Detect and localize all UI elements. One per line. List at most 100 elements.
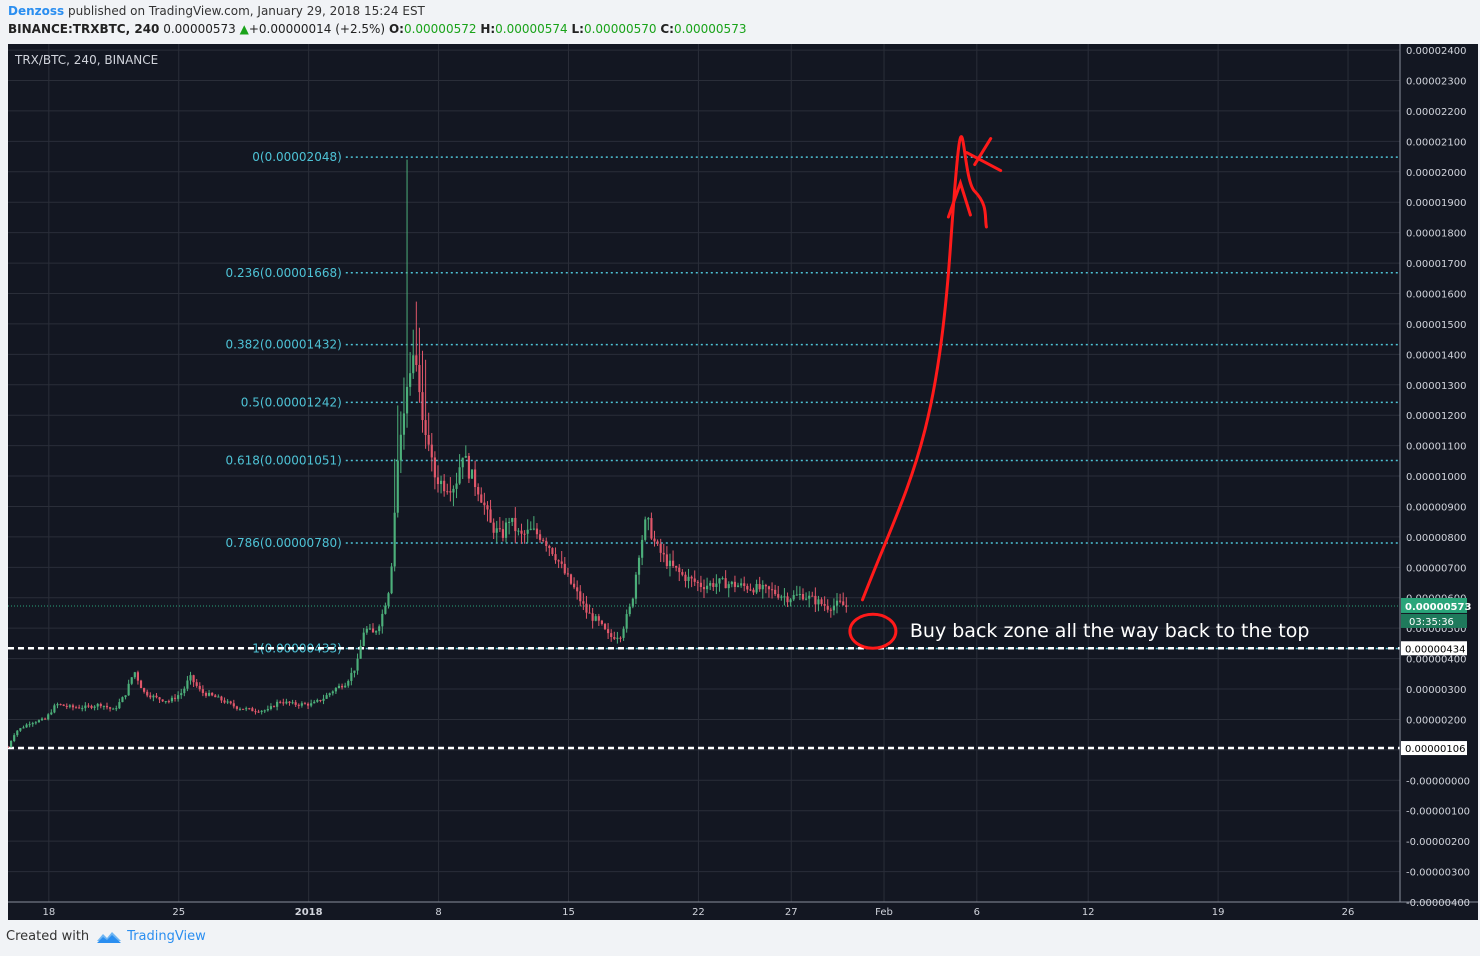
candle-body — [656, 541, 659, 544]
candle-body — [566, 573, 569, 575]
candle-body — [520, 530, 523, 534]
candle-body — [347, 680, 350, 686]
fib-level-label: 0.382(0.00001432) — [226, 338, 342, 352]
candle-body — [727, 584, 730, 589]
annotation-layer: Buy back zone all the way back to the to… — [848, 135, 1309, 650]
candle-body — [619, 637, 622, 639]
candle-body — [455, 483, 458, 489]
dashed-level-label: 0.00000106 — [1405, 744, 1465, 755]
y-tick-label: 0.00001800 — [1406, 229, 1466, 240]
candle-body — [529, 528, 532, 530]
candle-body — [628, 606, 631, 615]
created-with-text: Created with — [6, 929, 90, 944]
candle-body — [118, 702, 121, 709]
candle-body — [613, 636, 616, 639]
open-label: O: — [388, 22, 404, 36]
x-tick-label: 27 — [785, 907, 798, 918]
author-link[interactable]: Denzoss — [8, 4, 65, 18]
candle-body — [96, 703, 99, 707]
candle-body — [300, 703, 303, 706]
candle-body — [204, 692, 208, 696]
current-price-label: 0.00000573 — [1405, 602, 1471, 613]
candle-body — [337, 685, 341, 689]
y-tick-label: 0.00002300 — [1406, 77, 1466, 88]
candle-body — [798, 594, 801, 596]
candle-body — [746, 585, 749, 590]
candle-body — [238, 708, 242, 710]
candle-body — [647, 518, 650, 520]
y-tick-label: 0.00001100 — [1406, 442, 1466, 453]
candle-body — [282, 702, 285, 704]
candle-body — [492, 522, 495, 533]
countdown-badge — [1401, 613, 1467, 628]
candlestick-chart[interactable]: 0(0.00002048) 0.236(0.00001668) 0.382(0.00… — [8, 44, 1478, 920]
candle-body — [47, 714, 50, 720]
candle-body — [124, 695, 127, 698]
candle-body — [576, 587, 579, 592]
dashed-level-badge — [1401, 741, 1467, 756]
candle-body — [486, 505, 489, 510]
tradingview-link[interactable]: TradingView — [127, 929, 206, 944]
candle-body — [650, 518, 653, 539]
candle-body — [31, 723, 34, 725]
y-tick-label: 0.00001200 — [1406, 411, 1466, 422]
axis-layer: 0.00002400 0.00002300 0.00002200 0.00002100… — [8, 44, 1478, 920]
candle-body — [554, 554, 557, 561]
chart-area[interactable]: 0(0.00002048) 0.236(0.00001668) 0.382(0.00… — [8, 44, 1478, 920]
candle-body — [266, 708, 269, 711]
candle-body — [272, 706, 276, 708]
candle-body — [653, 538, 656, 542]
candle-body — [223, 700, 226, 703]
candle-body — [146, 691, 149, 696]
price-axis-bg — [1400, 44, 1478, 920]
candle-body — [170, 697, 174, 702]
tradingview-logo-icon — [97, 931, 122, 943]
candle-body — [115, 708, 118, 710]
candle-body — [724, 578, 727, 589]
candle-body — [93, 706, 96, 708]
candle-body — [378, 626, 381, 632]
x-tick-label: 18 — [42, 907, 55, 918]
candle-body — [826, 605, 829, 610]
candle-body — [183, 688, 186, 694]
candle-layer — [8, 159, 848, 748]
candle-body — [709, 583, 712, 586]
candle-body — [449, 491, 452, 493]
candle-body — [603, 623, 607, 630]
candle-body — [470, 469, 474, 479]
candle-body — [177, 695, 180, 699]
candle-body — [795, 594, 798, 596]
candle-body — [684, 574, 687, 582]
candle-body — [563, 563, 566, 574]
x-tick-label: 12 — [1082, 907, 1095, 918]
candle-body — [687, 576, 690, 582]
candle-body — [634, 574, 638, 599]
candle-body — [13, 735, 16, 742]
x-tick-label: 8 — [435, 907, 441, 918]
candle-body — [10, 741, 13, 747]
candle-body — [371, 628, 375, 633]
low-value: 0.00000570 — [583, 22, 657, 36]
candle-body — [446, 491, 449, 493]
candle-body — [136, 672, 140, 681]
candle-body — [235, 706, 238, 709]
candle-body — [845, 605, 848, 607]
candle-body — [62, 704, 65, 706]
candle-body — [526, 529, 529, 534]
candle-body — [158, 697, 161, 700]
candle-body — [591, 613, 594, 621]
candle-body — [405, 386, 409, 414]
candle-body — [74, 707, 78, 709]
candle-body — [294, 702, 297, 705]
candle-body — [730, 581, 733, 585]
candle-body — [220, 696, 223, 701]
candle-body — [402, 413, 406, 435]
candle-body — [600, 620, 604, 624]
candle-body — [811, 595, 814, 597]
candle-body — [192, 675, 195, 683]
candle-body — [464, 455, 467, 458]
y-tick-label: 0.00000400 — [1406, 655, 1466, 666]
candle-body — [16, 730, 19, 736]
price-change: +0.00000014 (+2.5%) — [248, 22, 386, 36]
target-cross-line — [965, 151, 1003, 173]
